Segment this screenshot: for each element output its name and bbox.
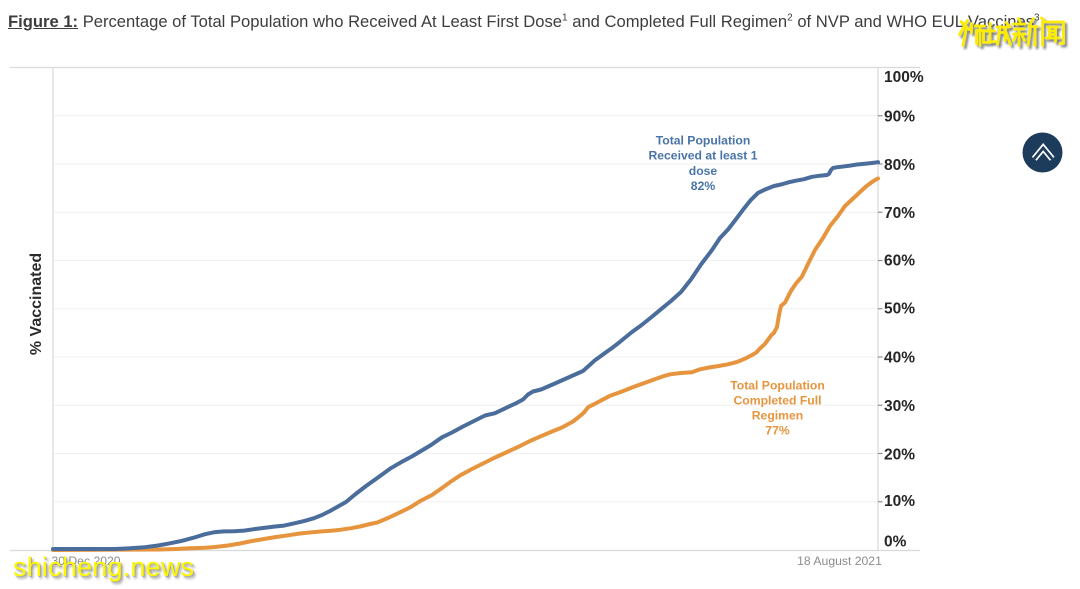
svg-text:50%: 50% [884, 301, 915, 318]
svg-text:Total Population: Total Population [656, 133, 751, 147]
svg-text:dose: dose [689, 164, 718, 178]
svg-text:60%: 60% [884, 253, 915, 270]
svg-text:10%: 10% [884, 493, 915, 510]
svg-text:30 Dec 2020: 30 Dec 2020 [51, 554, 120, 568]
svg-text:40%: 40% [884, 350, 915, 367]
svg-text:Completed Full: Completed Full [733, 393, 821, 407]
svg-text:80%: 80% [884, 157, 915, 174]
svg-text:30%: 30% [884, 398, 915, 415]
svg-text:77%: 77% [765, 423, 790, 437]
svg-text:82%: 82% [691, 179, 716, 193]
svg-text:Total Population: Total Population [730, 379, 825, 393]
svg-text:Received at least 1: Received at least 1 [648, 149, 757, 163]
svg-text:20%: 20% [884, 447, 915, 464]
svg-text:0%: 0% [884, 534, 907, 551]
svg-text:70%: 70% [884, 205, 915, 222]
svg-text:90%: 90% [884, 108, 915, 125]
svg-text:18 August 2021: 18 August 2021 [797, 554, 882, 568]
svg-text:100%: 100% [884, 69, 924, 86]
svg-text:Regimen: Regimen [752, 409, 803, 423]
svg-text:% Vaccinated: % Vaccinated [28, 253, 45, 355]
